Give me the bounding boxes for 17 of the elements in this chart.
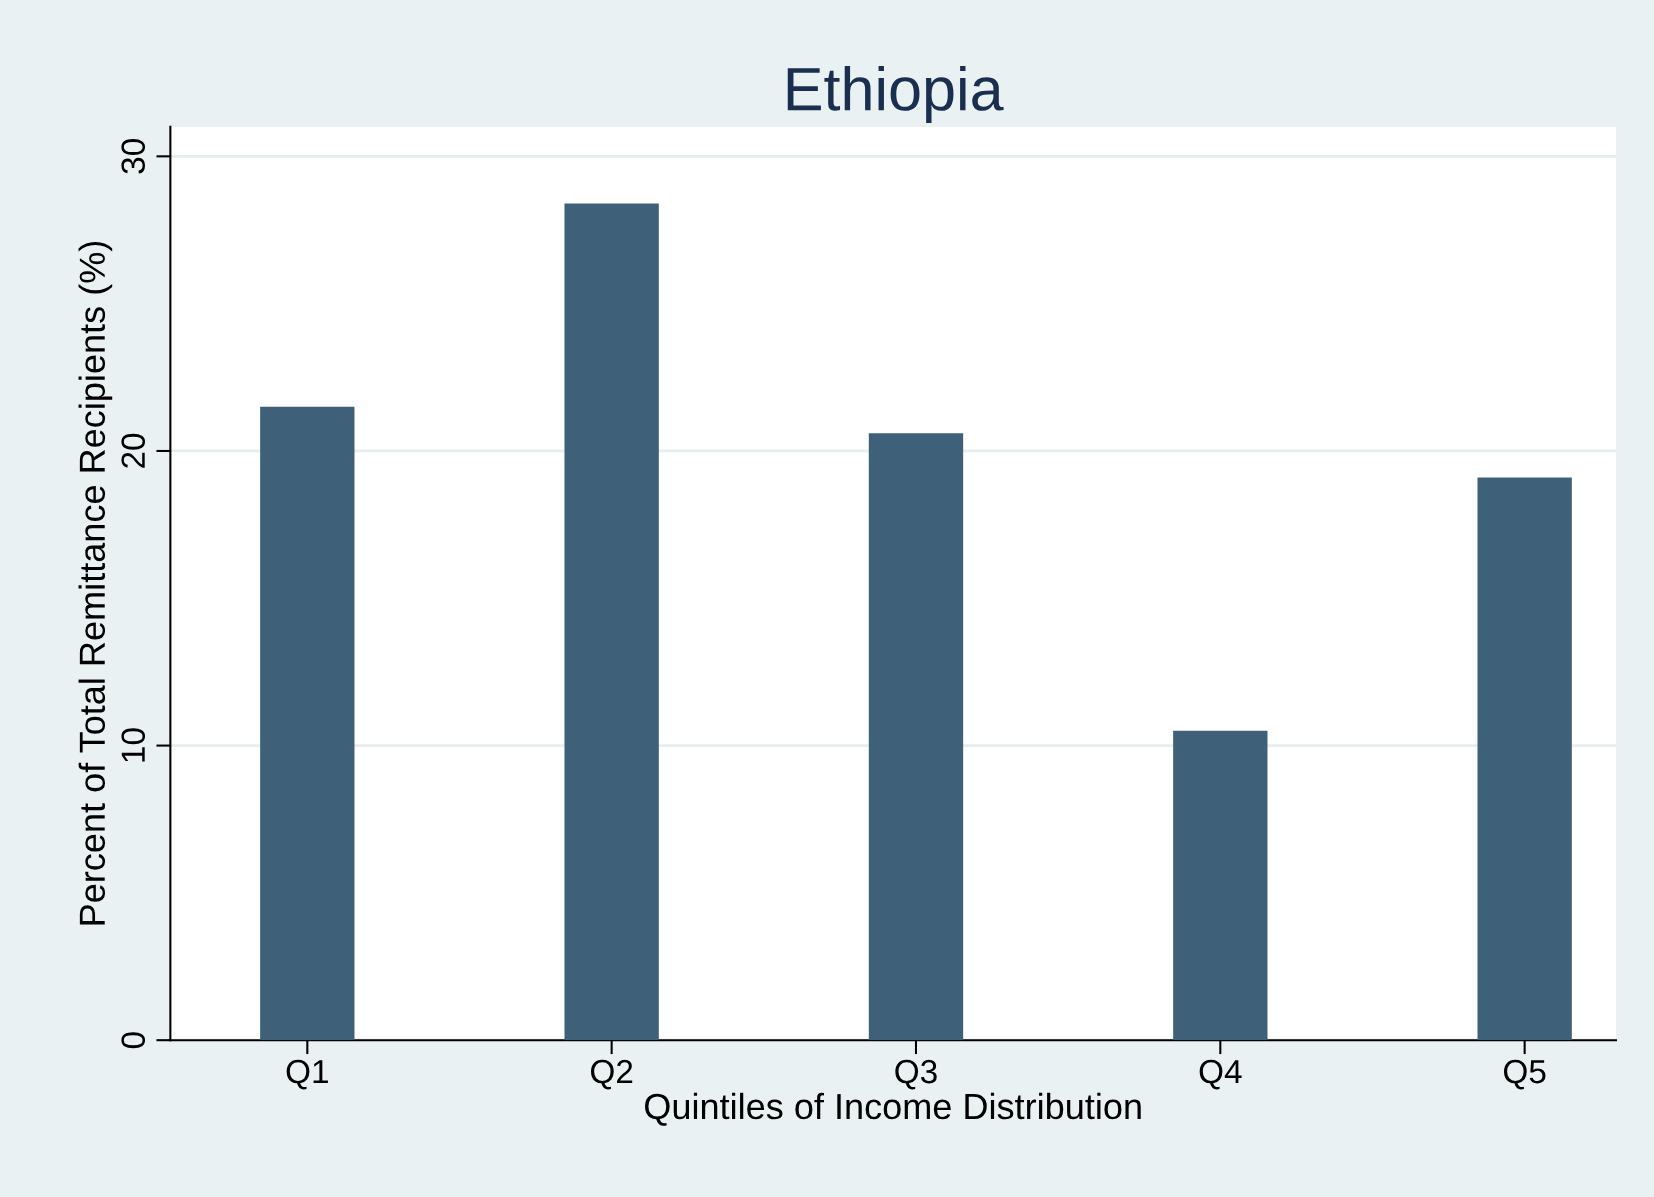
y-tick-label: 10	[121, 728, 146, 762]
bar	[1173, 730, 1268, 1041]
x-tick-label: Q2	[591, 1059, 633, 1090]
x-axis-title: Quintiles of Income Distribution	[645, 1092, 1141, 1126]
bar	[260, 406, 355, 1041]
y-tick-label: 20	[121, 433, 146, 468]
bar	[564, 203, 659, 1041]
y-axis-title: Percent of Total Remittance Recipients (%)	[78, 241, 113, 925]
x-tick-label: Q3	[895, 1059, 937, 1090]
x-tick-label: Q1	[286, 1059, 328, 1090]
bar	[868, 433, 964, 1041]
y-tick-label: 30	[121, 139, 146, 174]
x-tick-label: Q4	[1199, 1059, 1242, 1090]
y-tick-label: 0	[121, 1032, 146, 1049]
bar	[1477, 477, 1572, 1041]
chart-title: Ethiopia	[787, 65, 1004, 123]
x-tick-label: Q5	[1504, 1059, 1546, 1090]
